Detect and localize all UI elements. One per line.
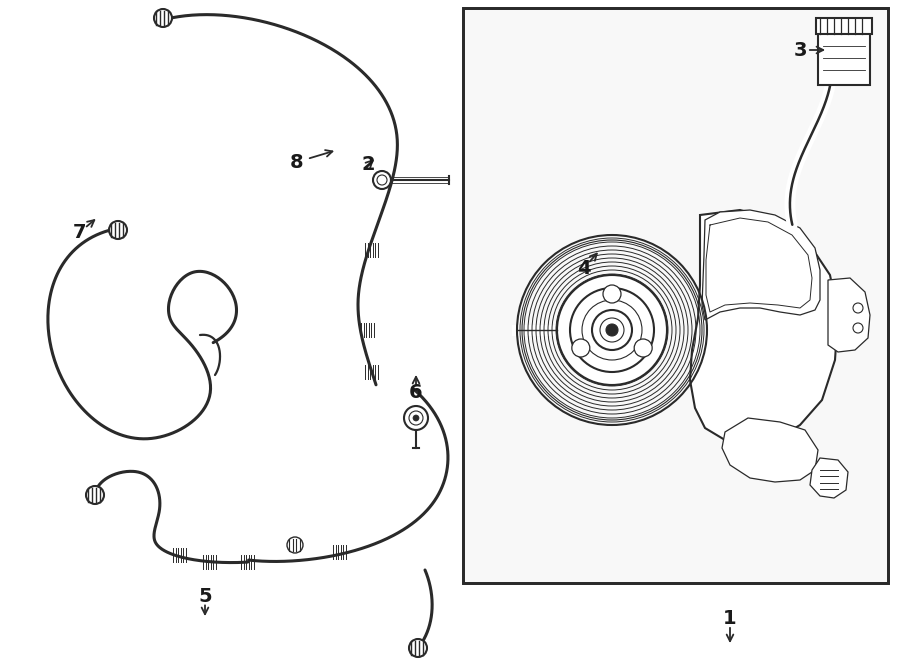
Polygon shape <box>722 418 818 482</box>
Circle shape <box>572 339 590 357</box>
Circle shape <box>86 486 104 504</box>
Polygon shape <box>690 210 838 445</box>
Polygon shape <box>702 210 820 320</box>
Circle shape <box>853 303 863 313</box>
Circle shape <box>634 339 652 357</box>
Text: 6: 6 <box>410 383 423 401</box>
Bar <box>818 25 870 85</box>
Text: 1: 1 <box>724 609 737 627</box>
Text: 2: 2 <box>361 155 374 175</box>
Circle shape <box>606 324 618 336</box>
Circle shape <box>409 639 427 657</box>
Text: 4: 4 <box>577 258 590 278</box>
Bar <box>816 18 872 34</box>
Text: 8: 8 <box>290 153 304 171</box>
Bar <box>463 8 888 583</box>
Circle shape <box>373 171 391 189</box>
Circle shape <box>557 275 667 385</box>
Text: 3: 3 <box>793 40 806 59</box>
Polygon shape <box>828 278 870 352</box>
Text: 5: 5 <box>198 588 212 607</box>
Text: 7: 7 <box>73 223 86 241</box>
Circle shape <box>413 415 419 421</box>
Circle shape <box>287 537 303 553</box>
Circle shape <box>603 285 621 303</box>
Circle shape <box>853 323 863 333</box>
Circle shape <box>404 406 428 430</box>
Polygon shape <box>810 458 848 498</box>
Circle shape <box>109 221 127 239</box>
Circle shape <box>154 9 172 27</box>
Bar <box>463 8 888 583</box>
